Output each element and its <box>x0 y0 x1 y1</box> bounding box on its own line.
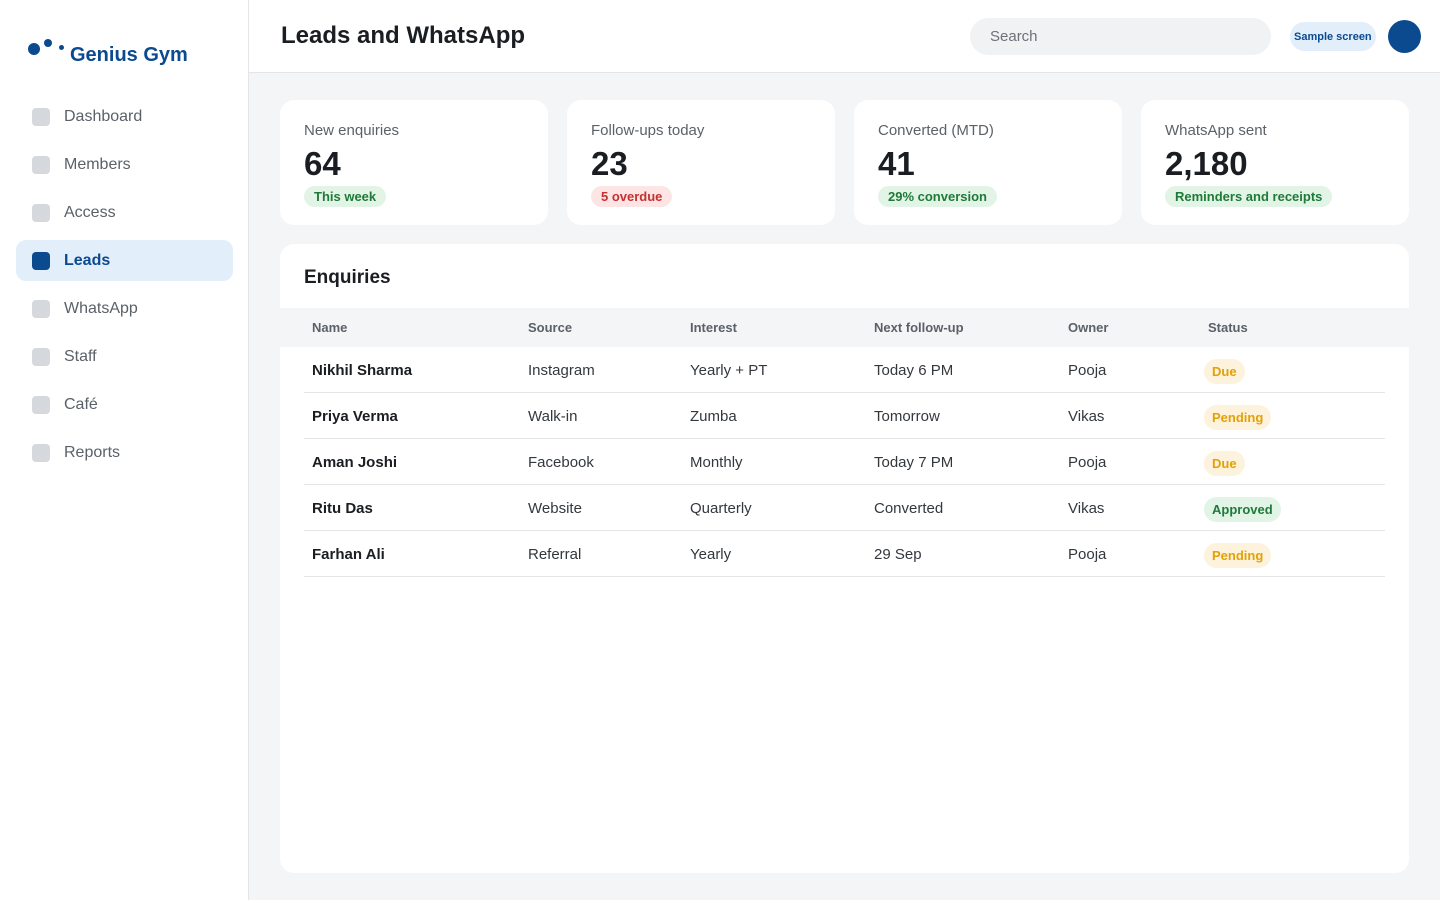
access-icon <box>32 203 50 222</box>
sidebar-item-reports[interactable]: Reports <box>16 432 233 473</box>
table-row[interactable]: Ritu Das Website Quarterly Converted Vik… <box>304 485 1385 531</box>
dashboard-icon <box>32 107 50 126</box>
cell-name: Priya Verma <box>312 408 398 425</box>
stat-label: Follow-ups today <box>591 122 705 139</box>
cell-owner: Pooja <box>1068 362 1107 379</box>
status-badge: Approved <box>1204 497 1281 522</box>
stat-value: 2,180 <box>1165 145 1248 182</box>
sidebar-item-label: Dashboard <box>64 107 143 125</box>
top-bar: Leads and WhatsApp Sample screen <box>249 0 1440 73</box>
column-header-source[interactable]: Source <box>528 320 573 335</box>
avatar[interactable] <box>1388 20 1421 53</box>
column-header-owner[interactable]: Owner <box>1068 320 1109 335</box>
sidebar-item-whatsapp[interactable]: WhatsApp <box>16 288 233 329</box>
cell-source: Referral <box>528 546 582 563</box>
stat-value: 41 <box>878 145 915 182</box>
enquiries-panel: Enquiries Name Source Interest Next foll… <box>280 244 1409 873</box>
stat-label: New enquiries <box>304 122 400 139</box>
stat-value: 23 <box>591 145 628 182</box>
stat-label: Converted (MTD) <box>878 122 994 139</box>
members-icon <box>32 155 50 174</box>
cafe-icon <box>32 395 50 414</box>
cell-interest: Quarterly <box>690 500 752 517</box>
sidebar-nav: Dashboard Members Access Leads WhatsApp … <box>16 96 233 480</box>
cell-source: Facebook <box>528 454 594 471</box>
sidebar-item-label: Café <box>64 395 98 413</box>
cell-owner: Pooja <box>1068 546 1107 563</box>
stat-card-follow-ups: Follow-ups today 23 5 overdue <box>567 100 835 225</box>
column-header-interest[interactable]: Interest <box>690 320 737 335</box>
cell-owner: Pooja <box>1068 454 1107 471</box>
sidebar-item-members[interactable]: Members <box>16 144 233 185</box>
status-badge: Pending <box>1204 543 1272 568</box>
page-title: Leads and WhatsApp <box>281 22 526 49</box>
staff-icon <box>32 347 50 366</box>
cell-source: Walk-in <box>528 408 578 425</box>
cell-source: Website <box>528 500 582 517</box>
sample-screen-badge: Sample screen <box>1290 22 1376 51</box>
app-name: Genius Gym <box>70 43 188 66</box>
whatsapp-icon <box>32 299 50 318</box>
sidebar: Genius Gym Dashboard Members Access Lead… <box>0 0 249 900</box>
stat-value: 64 <box>304 145 341 182</box>
status-badge: Pending <box>1204 405 1272 430</box>
stat-card-converted: Converted (MTD) 41 29% conversion <box>854 100 1122 225</box>
status-badge: Due <box>1204 451 1245 476</box>
cell-next-follow-up: Today 6 PM <box>874 362 954 379</box>
table-row[interactable]: Nikhil Sharma Instagram Yearly + PT Toda… <box>304 347 1385 393</box>
sidebar-item-label: Members <box>64 155 131 173</box>
sidebar-item-label: Access <box>64 203 116 221</box>
column-header-name[interactable]: Name <box>312 320 348 335</box>
cell-next-follow-up: 29 Sep <box>874 546 922 563</box>
sidebar-item-label: WhatsApp <box>64 299 138 317</box>
cell-interest: Yearly <box>690 546 732 563</box>
stats-cards: New enquiries 64 This week Follow-ups to… <box>280 100 1409 225</box>
sidebar-item-label: Staff <box>64 347 97 365</box>
column-header-status[interactable]: Status <box>1208 320 1248 335</box>
leads-icon <box>32 251 50 270</box>
cell-next-follow-up: Tomorrow <box>874 408 940 425</box>
stat-pill: Reminders and receipts <box>1165 186 1333 207</box>
cell-name: Nikhil Sharma <box>312 362 413 379</box>
sidebar-item-label: Leads <box>64 251 111 269</box>
reports-icon <box>32 443 50 462</box>
cell-source: Instagram <box>528 362 595 379</box>
table-row[interactable]: Aman Joshi Facebook Monthly Today 7 PM P… <box>304 439 1385 485</box>
cell-owner: Vikas <box>1068 408 1105 425</box>
cell-owner: Vikas <box>1068 500 1105 517</box>
sidebar-item-staff[interactable]: Staff <box>16 336 233 377</box>
sidebar-item-dashboard[interactable]: Dashboard <box>16 96 233 137</box>
enquiries-title: Enquiries <box>304 267 391 288</box>
stat-pill: 5 overdue <box>591 186 673 207</box>
table-row[interactable]: Priya Verma Walk-in Zumba Tomorrow Vikas… <box>304 393 1385 439</box>
stat-card-new-enquiries: New enquiries 64 This week <box>280 100 548 225</box>
app-logo[interactable]: Genius Gym <box>28 30 188 70</box>
cell-next-follow-up: Today 7 PM <box>874 454 954 471</box>
search-input[interactable] <box>970 18 1271 55</box>
stat-pill: This week <box>304 186 387 207</box>
cell-name: Aman Joshi <box>312 454 398 471</box>
sidebar-item-cafe[interactable]: Café <box>16 384 233 425</box>
cell-interest: Yearly + PT <box>690 362 768 379</box>
cell-interest: Zumba <box>690 408 737 425</box>
table-header: Name Source Interest Next follow-up Owne… <box>280 308 1409 347</box>
cell-name: Farhan Ali <box>312 546 385 563</box>
status-badge: Due <box>1204 359 1245 384</box>
cell-interest: Monthly <box>690 454 743 471</box>
sidebar-item-access[interactable]: Access <box>16 192 233 233</box>
stat-label: WhatsApp sent <box>1165 122 1267 139</box>
sidebar-item-leads[interactable]: Leads <box>16 240 233 281</box>
table-row[interactable]: Farhan Ali Referral Yearly 29 Sep Pooja … <box>304 531 1385 577</box>
sidebar-item-label: Reports <box>64 443 121 461</box>
stat-card-whatsapp-sent: WhatsApp sent 2,180 Reminders and receip… <box>1141 100 1409 225</box>
dots-logo-icon <box>28 38 68 62</box>
column-header-next-follow-up[interactable]: Next follow-up <box>874 320 964 335</box>
cell-next-follow-up: Converted <box>874 500 944 517</box>
cell-name: Ritu Das <box>312 500 373 517</box>
stat-pill: 29% conversion <box>878 186 997 207</box>
